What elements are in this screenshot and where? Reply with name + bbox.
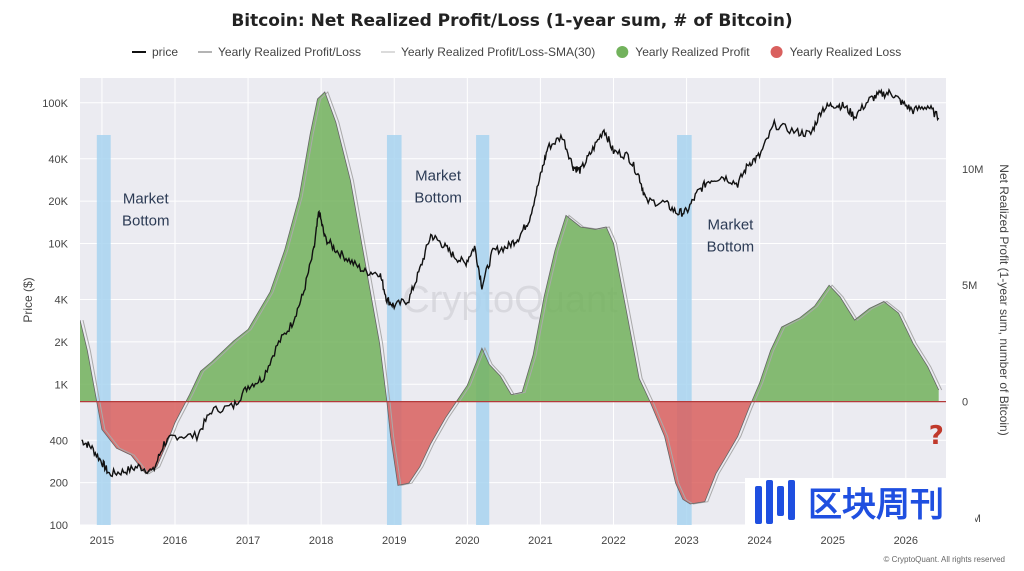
legend-label-2: Yearly Realized Profit/Loss-SMA(30)	[401, 45, 595, 59]
copyright: © CryptoQuant. All rights reserved	[884, 555, 1006, 564]
price-line	[81, 87, 940, 478]
left-axis-label: Price ($)	[21, 277, 35, 322]
wave-bars-logo-icon	[755, 480, 795, 524]
x-tick-7: 2022	[601, 535, 625, 547]
x-tick-11: 2026	[894, 535, 918, 547]
right-tick-2: 0	[962, 397, 968, 409]
x-tick-4: 2019	[382, 535, 406, 547]
x-tick-6: 2021	[528, 535, 552, 547]
left-tick-8: 200	[50, 478, 68, 490]
x-tick-0: 2015	[90, 535, 114, 547]
left-tick-7: 400	[50, 435, 68, 447]
x-tick-3: 2018	[309, 535, 333, 547]
legend-label-4: Yearly Realized Loss	[790, 45, 902, 59]
left-tick-6: 1K	[55, 379, 69, 391]
question-mark-annotation: ?	[929, 421, 944, 451]
x-axis-ticks: 2015 2016 2017 2018 2019 2020 2021 2022 2023 2024…	[90, 535, 918, 547]
legend-swatch-3	[616, 46, 629, 58]
annotations: Market Bottom Market Bottom Market Bottom?	[122, 167, 944, 451]
left-tick-5: 2K	[55, 337, 69, 349]
left-tick-9: 100	[50, 520, 68, 532]
left-axis-ticks: 100K 40K 20K 10K 4K 2K 1K 400 200 100	[42, 98, 68, 532]
x-tick-10: 2025	[820, 535, 844, 547]
profit-loss-line	[80, 91, 940, 505]
x-tick-2: 2017	[236, 535, 260, 547]
market-bottom-band-0	[96, 135, 111, 525]
left-tick-3: 10K	[48, 239, 68, 251]
x-tick-8: 2023	[674, 535, 698, 547]
market-bottom-label-0: Market Bottom	[122, 191, 170, 230]
loss-area	[96, 401, 752, 504]
legend-swatch-4	[770, 46, 783, 58]
sma-line	[82, 91, 943, 505]
brand-overlay: 区块周刊	[745, 478, 975, 530]
brand-text: 区块周刊	[808, 485, 944, 525]
legend-label-1: Yearly Realized Profit/Loss	[218, 45, 361, 59]
left-tick-4: 4K	[55, 295, 69, 307]
profit-area	[80, 92, 939, 402]
chart-title: Bitcoin: Net Realized Profit/Loss (1-yea…	[231, 11, 792, 31]
right-tick-1: 5M	[962, 280, 977, 292]
left-tick-2: 20K	[48, 196, 68, 208]
right-tick-0: 10M	[962, 164, 983, 176]
left-tick-1: 40K	[48, 154, 68, 166]
legend-label-3: Yearly Realized Profit	[635, 45, 750, 59]
legend-label-0: price	[152, 45, 178, 59]
x-tick-1: 2016	[163, 535, 187, 547]
left-tick-0: 100K	[42, 98, 68, 110]
right-axis-label: Net Realized Profit (1-year sum, number …	[997, 164, 1011, 435]
x-tick-5: 2020	[455, 535, 479, 547]
profit-loss-areas	[80, 91, 946, 505]
market-bottom-label-1: Market Bottom	[414, 167, 462, 206]
x-tick-9: 2024	[747, 535, 771, 547]
legend: price Yearly Realized Profit/Loss Yearly R…	[132, 45, 901, 59]
price-series	[81, 87, 940, 478]
plot-area	[80, 78, 946, 525]
market-bottom-label-2: Market Bottom	[707, 216, 755, 255]
market-bottom-band-2	[476, 135, 490, 525]
